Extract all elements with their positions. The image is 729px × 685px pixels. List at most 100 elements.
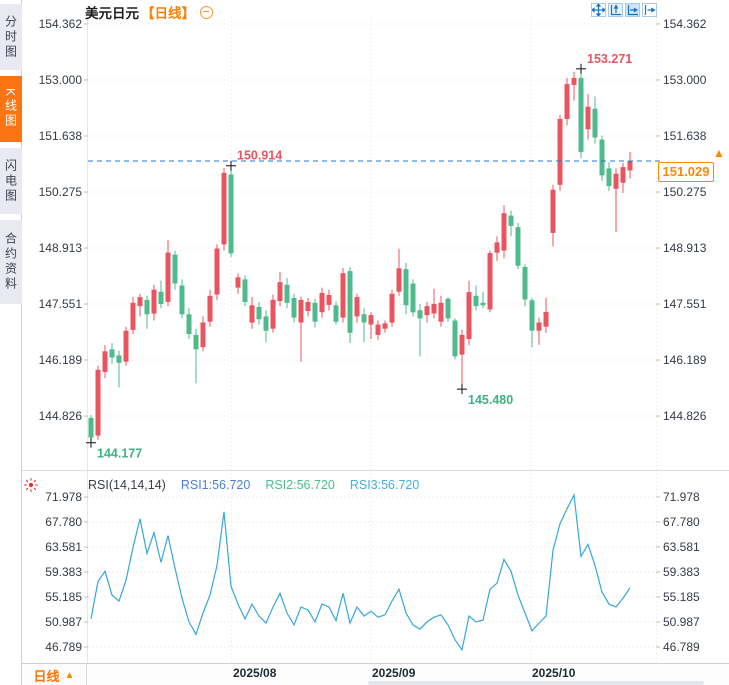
- rsi-axis-label-left: 55.185: [45, 590, 82, 604]
- candle-body[interactable]: [557, 119, 563, 185]
- candle-body[interactable]: [466, 292, 472, 339]
- chart-title: 美元日元 【日线】: [85, 3, 213, 21]
- candle-body[interactable]: [382, 323, 388, 329]
- latest-price-arrow-icon[interactable]: ▲: [713, 146, 725, 160]
- crosshair-move-icon[interactable]: [591, 3, 606, 17]
- period-selector[interactable]: 日线 ▲: [22, 664, 87, 685]
- candle-body[interactable]: [242, 279, 248, 302]
- candle-body[interactable]: [410, 283, 416, 313]
- price-axis-label-right: 146.189: [663, 353, 707, 367]
- candle-body[interactable]: [375, 324, 381, 335]
- minus-circle-icon[interactable]: [200, 5, 213, 19]
- candle-body[interactable]: [186, 314, 192, 334]
- candle-body[interactable]: [354, 297, 360, 317]
- candle-body[interactable]: [179, 285, 185, 315]
- candle-body[interactable]: [109, 349, 115, 358]
- period-label: 日线: [33, 668, 60, 684]
- candle-body[interactable]: [620, 167, 626, 183]
- candle-body[interactable]: [459, 334, 465, 355]
- sidebar-tab-contract-info[interactable]: 合约资料: [0, 220, 22, 304]
- candle-body[interactable]: [361, 314, 367, 323]
- pan-right-icon[interactable]: [642, 3, 657, 17]
- candle-body[interactable]: [193, 334, 199, 350]
- zoom-vertical-axis-icon[interactable]: [608, 3, 623, 17]
- candle-body[interactable]: [207, 295, 213, 322]
- candle-body[interactable]: [452, 320, 458, 357]
- rsi-axis-label-left: 63.581: [45, 540, 82, 554]
- candle-body[interactable]: [571, 77, 577, 85]
- candle-body[interactable]: [305, 302, 311, 311]
- candle-body[interactable]: [501, 213, 507, 251]
- candle-body[interactable]: [319, 292, 325, 313]
- candle-body[interactable]: [473, 295, 479, 307]
- zoom-horizontal-axis-icon[interactable]: [625, 3, 640, 17]
- candle-body[interactable]: [494, 242, 500, 253]
- candle-body[interactable]: [424, 306, 430, 316]
- candle-body[interactable]: [536, 322, 542, 331]
- candle-body[interactable]: [291, 297, 297, 318]
- candle-body[interactable]: [130, 302, 136, 330]
- candle-body[interactable]: [277, 282, 283, 302]
- candle-body[interactable]: [298, 299, 304, 323]
- candle-body[interactable]: [340, 273, 346, 318]
- candle-body[interactable]: [88, 417, 94, 438]
- candle-body[interactable]: [214, 248, 220, 295]
- candle-body[interactable]: [95, 369, 101, 436]
- candle-body[interactable]: [627, 161, 633, 171]
- candle-body[interactable]: [270, 299, 276, 329]
- candle-body[interactable]: [585, 106, 591, 130]
- candle-body[interactable]: [249, 305, 255, 323]
- candle-body[interactable]: [116, 355, 122, 363]
- candle-body[interactable]: [606, 168, 612, 187]
- candle-body[interactable]: [326, 295, 332, 305]
- candle-body[interactable]: [613, 173, 619, 189]
- candle-body[interactable]: [578, 77, 584, 152]
- candle-body[interactable]: [256, 306, 262, 320]
- candle-body[interactable]: [284, 284, 290, 303]
- candle-body[interactable]: [165, 252, 171, 302]
- candle-body[interactable]: [599, 139, 605, 176]
- candle-body[interactable]: [550, 189, 556, 233]
- candle-body[interactable]: [235, 277, 241, 288]
- candle-body[interactable]: [263, 316, 269, 331]
- sidebar-tab-kline-chart[interactable]: K线图: [0, 76, 22, 142]
- candle-body[interactable]: [592, 108, 598, 138]
- rsi1-value: RSI1:56.720: [180, 478, 251, 492]
- candle-body[interactable]: [102, 351, 108, 372]
- sidebar-tab-flash-chart[interactable]: 闪电图: [0, 148, 22, 214]
- candle-body[interactable]: [480, 302, 486, 306]
- candle-body[interactable]: [445, 298, 451, 319]
- candle-body[interactable]: [508, 215, 514, 226]
- candle-body[interactable]: [333, 305, 339, 322]
- candle-body[interactable]: [368, 315, 374, 325]
- candle-body[interactable]: [543, 311, 549, 327]
- candle-body[interactable]: [221, 172, 227, 245]
- candle-body[interactable]: [158, 291, 164, 304]
- candle-body[interactable]: [312, 302, 318, 322]
- candle-body[interactable]: [137, 297, 143, 307]
- h-scrollbar-thumb[interactable]: [368, 681, 704, 685]
- candle-body[interactable]: [438, 302, 444, 322]
- candle-body[interactable]: [200, 322, 206, 348]
- indicator-settings-icon[interactable]: [23, 477, 39, 498]
- candle-body[interactable]: [396, 268, 402, 292]
- candle-body[interactable]: [529, 300, 535, 331]
- price-axis-label-left: 151.638: [39, 129, 83, 143]
- rsi-axis-label-left: 71.978: [45, 490, 82, 504]
- candle-body[interactable]: [144, 299, 150, 315]
- candle-body[interactable]: [123, 330, 129, 362]
- candle-body[interactable]: [403, 269, 409, 306]
- candle-body[interactable]: [347, 271, 353, 333]
- candle-body[interactable]: [172, 254, 178, 284]
- candle-body[interactable]: [151, 289, 157, 314]
- candle-body[interactable]: [487, 253, 493, 310]
- candle-body[interactable]: [564, 84, 570, 119]
- candle-body[interactable]: [389, 293, 395, 323]
- candle-body[interactable]: [228, 174, 234, 254]
- candle-body[interactable]: [431, 304, 437, 314]
- sidebar-tab-time-chart[interactable]: 分时图: [0, 4, 22, 70]
- candle-body[interactable]: [417, 310, 423, 319]
- candle-body[interactable]: [522, 267, 528, 300]
- candle-body[interactable]: [515, 227, 521, 266]
